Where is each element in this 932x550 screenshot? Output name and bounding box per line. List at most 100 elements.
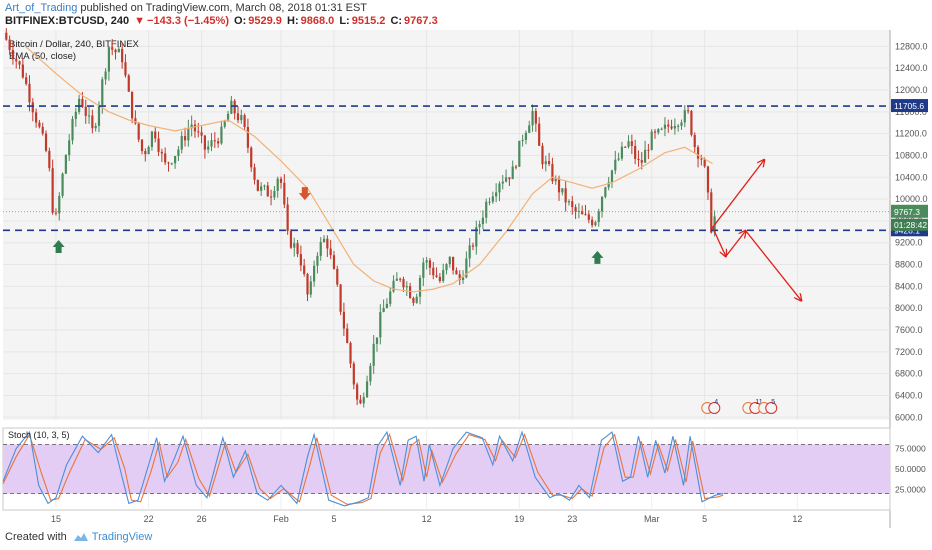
time-tick-label: Feb [273, 514, 289, 524]
price-chart[interactable]: 6000.0 6400.0 6800.0 7200.0 7600.0 8000.0 8400… [0, 28, 932, 528]
candle-body [144, 151, 147, 155]
level-price-label: 11705.6 [894, 101, 924, 111]
candle-body [213, 140, 216, 142]
candle-body [425, 260, 428, 263]
candle-body [124, 62, 127, 76]
candle-body [74, 111, 77, 119]
high-label: H: [287, 15, 299, 27]
ohlc-line: BITFINEX:BTCUSD, 240 ▼ −143.3 (−1.45%) O:… [5, 15, 440, 27]
indicator-label: EMA (50, close) [9, 51, 76, 62]
candle-body [174, 156, 177, 164]
published-text: published on TradingView.com, March 08, … [80, 2, 368, 14]
price-tick-label: 10400.0 [895, 172, 928, 182]
price-tick-label: 12400.0 [895, 63, 928, 73]
time-tick-label: 23 [567, 514, 577, 524]
candle-body [670, 126, 673, 129]
candle-body [160, 151, 163, 154]
projection-arrow [712, 160, 765, 228]
candle-body [342, 311, 345, 329]
candle-body [64, 155, 67, 174]
candle-body [41, 126, 44, 134]
down-arrow-icon: ▼ [134, 15, 146, 27]
candle-body [150, 131, 154, 147]
candle-body [8, 39, 11, 50]
candle-body [544, 161, 547, 165]
event-flag-icon [708, 402, 721, 414]
candle-body [408, 286, 412, 299]
event-flag-icon [765, 402, 778, 414]
candle-body [303, 265, 306, 275]
candle-body [524, 132, 528, 140]
candle-body [38, 122, 41, 127]
candle-body [620, 146, 624, 159]
candle-body [48, 150, 51, 169]
candle-body [521, 139, 524, 141]
candle-body [551, 164, 554, 182]
candle-body [461, 277, 465, 280]
candle-body [316, 255, 319, 266]
candle-body [647, 149, 650, 151]
candle-body [134, 118, 137, 124]
candle-body [643, 149, 647, 163]
candle-body [587, 214, 590, 220]
candle-body [236, 113, 240, 121]
candle-body [498, 183, 501, 193]
candle-body [356, 384, 359, 400]
candle-body [349, 342, 352, 364]
candle-body [511, 166, 514, 180]
candle-body [634, 145, 637, 159]
countdown-tag [891, 218, 928, 231]
candle-body [690, 111, 693, 135]
tradingview-brand[interactable]: TradingView [91, 531, 153, 543]
candle-body [696, 147, 700, 159]
candle-body [283, 182, 286, 205]
candle-body [157, 138, 160, 152]
stoch-label: Stoch (10, 3, 5) [8, 430, 70, 440]
candle-body [438, 276, 441, 281]
candle-body [21, 64, 24, 78]
low-label: L: [339, 15, 350, 27]
last-price-tag [891, 204, 928, 218]
candle-body [481, 217, 485, 225]
candle-body [286, 204, 289, 231]
candle-body [326, 238, 329, 249]
candle-body [114, 49, 117, 53]
candle-body [170, 163, 173, 165]
candle-body [657, 129, 660, 133]
candle-body [591, 219, 594, 226]
price-tick-label: 12800.0 [895, 41, 928, 51]
candle-body [432, 267, 435, 276]
candle-body [458, 274, 461, 280]
candle-body [34, 112, 38, 123]
candle-body [101, 79, 104, 105]
candle-body [18, 61, 21, 65]
candle-body [637, 158, 640, 161]
candle-body [207, 146, 210, 150]
low-value: 9515.2 [351, 15, 386, 27]
candle-body [266, 185, 269, 197]
price-tick-label: 6800.0 [895, 369, 923, 379]
candle-body [240, 115, 243, 121]
candle-body [452, 256, 455, 271]
candle-body [203, 135, 206, 150]
candle-body [352, 363, 355, 385]
price-tick-label: 8400.0 [895, 281, 923, 291]
candle-body [478, 224, 481, 228]
candle-body [140, 139, 144, 152]
candle-body [190, 124, 193, 129]
stoch-k-line [2, 430, 724, 507]
candle-body [233, 100, 236, 114]
candle-body [561, 188, 564, 193]
candle-body [650, 131, 653, 150]
candle-body [51, 168, 54, 213]
candle-body [710, 192, 713, 233]
stoch-d-line [2, 433, 724, 505]
candle-body [518, 140, 521, 167]
price-tick-label: 10800.0 [895, 150, 928, 160]
candle-body [87, 115, 91, 117]
candle-body [428, 260, 432, 268]
candle-body [571, 201, 574, 208]
stoch-tick-label: 75.0000 [895, 444, 926, 454]
main-pane: 6000.0 6400.0 6800.0 7200.0 7600.0 8000.0 8400… [3, 28, 928, 528]
author-link[interactable]: Art_of_Trading [5, 2, 78, 14]
